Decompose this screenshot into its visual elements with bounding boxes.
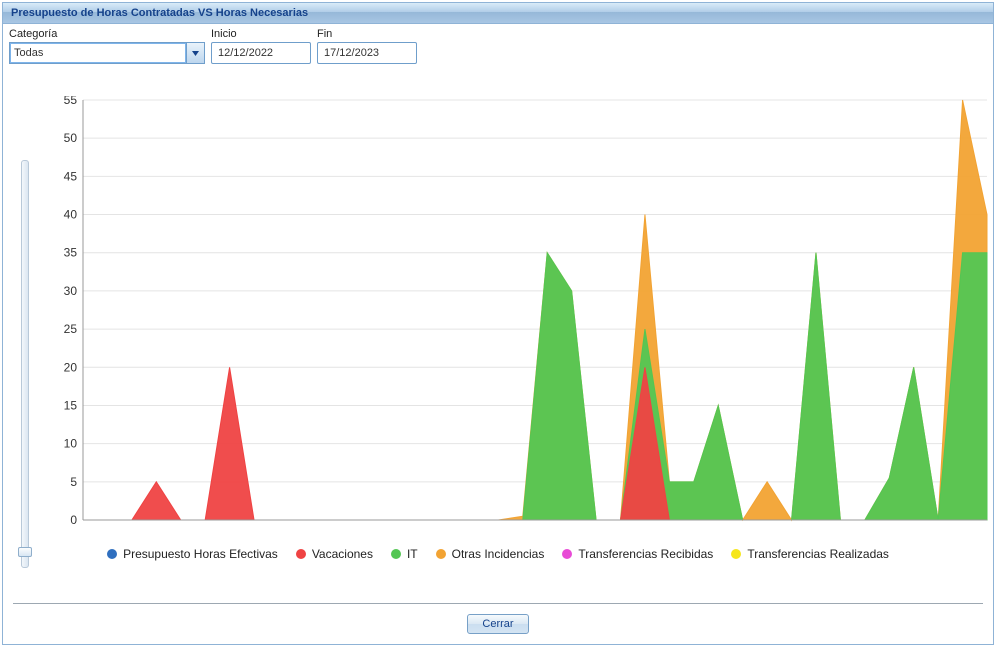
filter-inicio: Inicio	[211, 28, 311, 64]
cerrar-button[interactable]: Cerrar	[467, 614, 528, 634]
legend-label: Otras Incidencias	[452, 547, 545, 561]
svg-text:25: 25	[64, 322, 78, 336]
chevron-down-icon	[192, 51, 199, 56]
svg-text:20: 20	[64, 360, 78, 374]
legend-swatch	[562, 549, 572, 559]
svg-text:10: 10	[64, 437, 78, 451]
svg-text:15: 15	[64, 398, 78, 412]
legend-label: Transferencias Recibidas	[578, 547, 713, 561]
vertical-slider[interactable]	[21, 160, 29, 568]
panel: Presupuesto de Horas Contratadas VS Hora…	[2, 2, 994, 645]
svg-text:0: 0	[70, 513, 77, 527]
filter-categoria-label: Categoría	[9, 28, 205, 40]
legend-item[interactable]: Otras Incidencias	[436, 547, 545, 561]
legend-item[interactable]: Transferencias Realizadas	[731, 547, 889, 561]
inicio-input[interactable]	[211, 42, 311, 64]
svg-text:30: 30	[64, 284, 78, 298]
filter-inicio-label: Inicio	[211, 28, 311, 40]
legend-swatch	[391, 549, 401, 559]
legend-item[interactable]: Vacaciones	[296, 547, 373, 561]
legend-swatch	[436, 549, 446, 559]
legend-label: Vacaciones	[312, 547, 373, 561]
legend-item[interactable]: Presupuesto Horas Efectivas	[107, 547, 278, 561]
area-chart-svg: 0 5 10 15 20 25 30 35 40 45 50 55	[49, 96, 993, 538]
filter-row: Categoría Inicio Fin	[3, 24, 993, 66]
separator	[13, 603, 983, 604]
svg-text:45: 45	[64, 169, 78, 183]
svg-text:35: 35	[64, 246, 78, 260]
legend-swatch	[296, 549, 306, 559]
chart-container: 0 5 10 15 20 25 30 35 40 45 50 55 Presupuesto Horas…	[3, 66, 993, 573]
legend-item[interactable]: Transferencias Recibidas	[562, 547, 713, 561]
svg-text:40: 40	[64, 208, 78, 222]
filter-categoria: Categoría	[9, 28, 205, 64]
svg-text:50: 50	[64, 131, 78, 145]
footer: Cerrar	[3, 614, 993, 644]
chart-plot: 0 5 10 15 20 25 30 35 40 45 50 55	[49, 96, 969, 541]
svg-text:55: 55	[64, 96, 78, 107]
chart-legend: Presupuesto Horas Efectivas Vacaciones IT O…	[13, 541, 983, 563]
filter-fin: Fin	[317, 28, 417, 64]
legend-label: Presupuesto Horas Efectivas	[123, 547, 278, 561]
categoria-input[interactable]	[10, 43, 186, 63]
legend-item[interactable]: IT	[391, 547, 418, 561]
legend-label: Transferencias Realizadas	[747, 547, 889, 561]
fin-input[interactable]	[317, 42, 417, 64]
filter-fin-label: Fin	[317, 28, 417, 40]
legend-swatch	[731, 549, 741, 559]
legend-label: IT	[407, 547, 418, 561]
categoria-combobox[interactable]	[9, 42, 205, 64]
categoria-dropdown-button[interactable]	[186, 43, 204, 63]
panel-title: Presupuesto de Horas Contratadas VS Hora…	[3, 3, 993, 24]
horizontal-scrollbar[interactable]	[2, 647, 995, 663]
legend-swatch	[107, 549, 117, 559]
svg-text:5: 5	[70, 475, 77, 489]
slider-thumb[interactable]	[18, 547, 32, 557]
